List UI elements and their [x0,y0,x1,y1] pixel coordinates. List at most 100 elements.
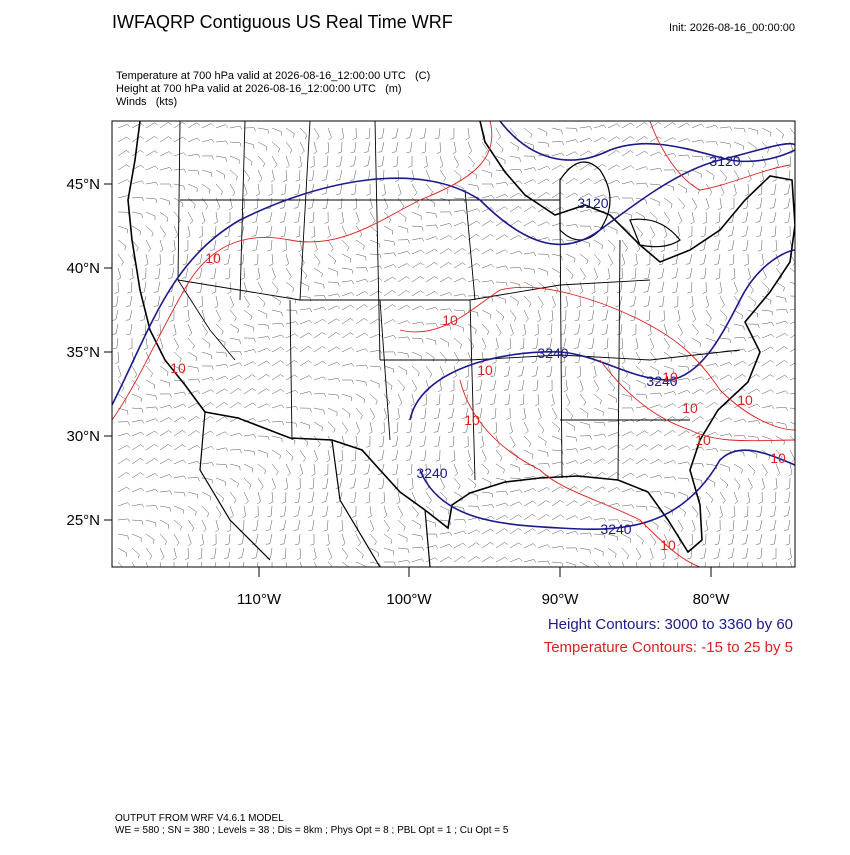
wind-barb [383,252,397,257]
wind-barb [635,182,649,187]
wind-barb [615,309,623,321]
wind-barb [365,491,371,504]
height-label: 3120 [577,195,608,211]
wind-barb [243,402,256,409]
wind-barb [744,253,749,266]
wind-barb [117,458,130,465]
wind-barb [420,127,427,139]
wind-barb [131,519,144,525]
wind-barb [551,222,565,227]
wind-barb [495,281,508,287]
wind-barb [453,477,461,490]
wind-barb [719,169,728,182]
wind-barb [187,416,200,423]
wind-barb [285,333,299,339]
wind-barb [467,337,475,350]
wind-barb [257,323,270,330]
wind-barb [448,393,455,406]
lon-label: 90°W [542,591,580,608]
wind-barb [663,430,676,437]
wind-barb [482,183,494,188]
wind-barb [705,124,719,129]
wind-barb [280,225,287,238]
wind-barb [671,267,679,279]
wind-barb [783,197,791,209]
wind-barb [341,280,355,285]
wind-barb [579,209,593,213]
wind-barb [523,220,536,227]
wind-barb [509,435,516,448]
wind-barb [145,379,155,389]
wind-barb [215,388,228,395]
wind-barb [523,206,536,213]
wind-barb [761,477,765,491]
wind-barb [369,239,380,248]
wind-barb [243,477,252,489]
wind-barb [522,323,526,337]
wind-barb [747,374,760,381]
wind-barb [700,547,707,559]
wind-barb [621,136,634,143]
wind-barb [761,281,770,293]
wind-barb [602,323,609,335]
wind-barb [761,141,770,154]
wind-barb [212,533,217,546]
wind-barb [635,393,648,399]
wind-barb [495,337,499,351]
wind-barb [509,141,519,152]
wind-barb [607,547,617,558]
wind-barb [425,211,437,218]
wind-barb [663,476,677,481]
wind-barb [756,547,763,560]
wind-barb [409,477,414,491]
wind-barb [593,225,605,233]
wind-barb [215,155,227,162]
temperature-label: 10 [477,362,493,378]
wind-barb [660,239,665,252]
wind-barb [537,528,550,535]
wind-barb [649,519,659,530]
wind-barb [607,432,621,437]
wind-barb [663,169,676,174]
wind-barb [131,419,145,424]
wind-barb [210,239,217,251]
wind-barb [591,281,596,295]
wind-barb [422,463,427,476]
wind-barb [677,122,690,129]
wind-barb [383,533,393,544]
wind-barb [565,267,574,279]
wind-barb [481,220,494,227]
wind-barb [705,295,710,309]
wind-barb [523,267,536,274]
wind-barb [784,519,791,531]
wind-barb [663,137,677,143]
wind-barb [131,561,136,567]
wind-barb [771,225,777,238]
map-frame [111,120,796,568]
wind-barb [201,505,210,518]
wind-barb [590,352,595,364]
wind-barb [215,351,228,358]
wind-barb [420,449,427,462]
wind-barb [565,151,579,157]
wind-barb [770,533,777,545]
wind-barb [621,365,629,378]
wind-barb [747,477,753,491]
wind-barb [117,379,125,392]
field-label: Temperature at 700 hPa valid at 2026-08-… [116,70,430,82]
wind-barb [607,379,615,392]
wind-barb [756,225,763,237]
wind-barb [131,211,143,219]
wind-barb [789,253,795,266]
wind-barb [663,122,676,129]
wind-barb [396,491,401,505]
wind-barb [677,154,690,159]
wind-barb [242,505,246,519]
wind-barb [593,164,606,171]
wind-barb [480,435,485,449]
wind-barb [733,477,741,490]
wind-barb [313,421,323,432]
wind-barb [649,167,663,172]
wind-barb [257,477,264,490]
wind-barb [201,323,208,336]
